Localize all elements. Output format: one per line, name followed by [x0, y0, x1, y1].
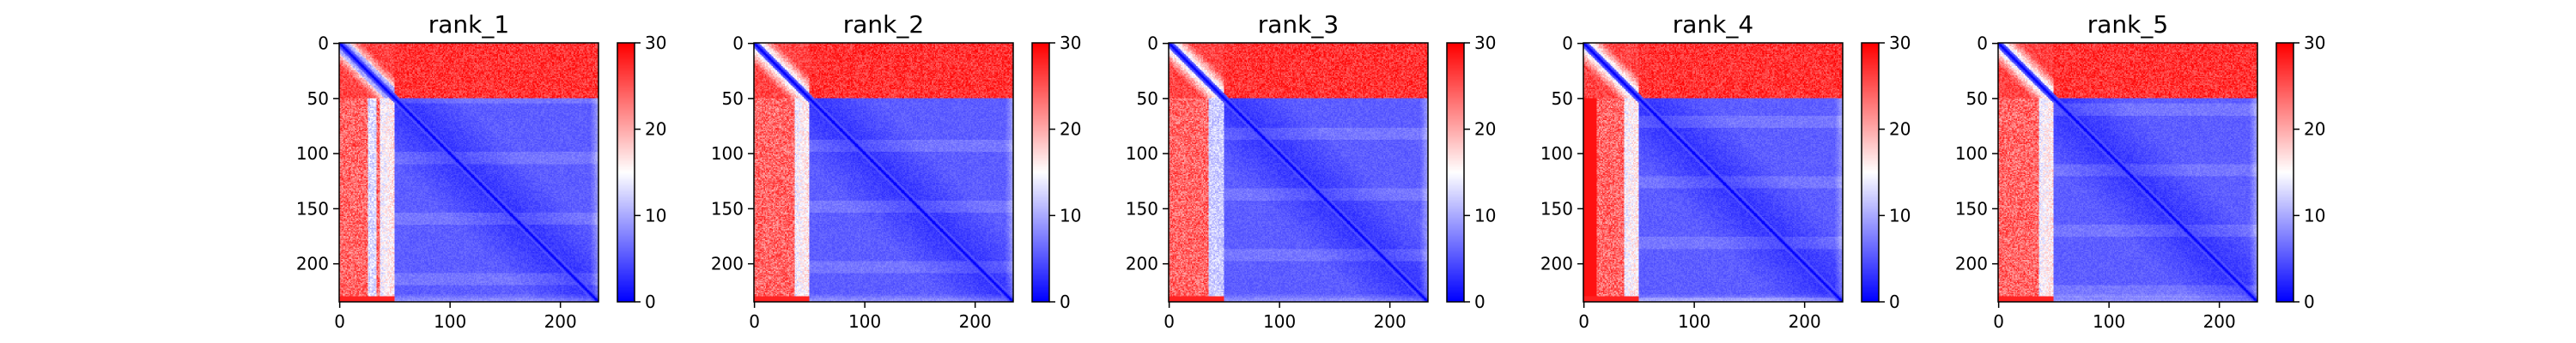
y-tick-label: 100	[711, 143, 744, 164]
colorbar-tick-label: 10	[1060, 205, 1081, 226]
panel-title: rank_1	[428, 10, 509, 39]
y-tick-label: 200	[1126, 254, 1158, 274]
y-tick-label: 200	[1540, 254, 1573, 274]
y-tick-label: 200	[296, 254, 329, 274]
heatmap-panel-4: rank_4 0 50 100 150 200 0 100 200 0 10 20 30	[1540, 10, 1911, 332]
colorbar-tick-label: 10	[645, 205, 666, 226]
colorbar-gradient	[1447, 43, 1464, 302]
y-tick-label: 100	[1126, 143, 1158, 164]
heatmap-image	[754, 43, 1013, 302]
colorbar-tick-label: 30	[1889, 33, 1911, 53]
y-tick-label: 100	[1540, 143, 1573, 164]
axes-frame	[338, 42, 599, 303]
axes-frame	[1997, 42, 2258, 303]
x-tick-label: 100	[1263, 311, 1296, 332]
x-tick-label: 100	[2093, 311, 2125, 332]
y-tick-label: 100	[1955, 143, 1988, 164]
y-tick-label: 100	[296, 143, 329, 164]
x-tick-label: 200	[959, 311, 992, 332]
colorbar-tick-label: 0	[2304, 292, 2315, 312]
x-tick-label: 0	[1578, 311, 1589, 332]
heatmap-panel-5: rank_5 0 50 100 150 200 0 100 200 0 10 20 30	[1955, 10, 2326, 332]
colorbar-tick-label: 10	[1889, 205, 1911, 226]
y-tick-label: 150	[711, 198, 744, 219]
y-tick-label: 50	[1552, 88, 1573, 109]
y-tick-label: 0	[1977, 33, 1988, 54]
colorbar-tick-label: 20	[1060, 119, 1081, 140]
y-tick-label: 50	[1137, 88, 1158, 109]
colorbar-gradient	[617, 43, 635, 302]
y-tick-label: 0	[1562, 33, 1573, 54]
colorbar-tick-label: 30	[1474, 33, 1496, 53]
y-tick-label: 200	[711, 254, 744, 274]
colorbar-tick-label: 30	[645, 33, 666, 53]
x-tick-label: 0	[1163, 311, 1175, 332]
colorbar-tick-label: 0	[1889, 292, 1900, 312]
y-tick-label: 150	[1955, 198, 1988, 219]
axes-frame	[753, 42, 1014, 303]
panel-title: rank_3	[1258, 10, 1339, 39]
colorbar-gradient	[2276, 43, 2293, 302]
colorbar: 0 10 20 30	[1446, 33, 1496, 312]
y-tick-label: 150	[1540, 198, 1573, 219]
colorbar-tick-label: 10	[1474, 205, 1496, 226]
colorbar: 0 10 20 30	[1031, 33, 1081, 312]
axes-frame	[1583, 42, 1844, 303]
axes-frame	[1168, 42, 1429, 303]
heatmap-panel-2: rank_2 0 50 100 150 200 0 100 200 0 10 20 30	[711, 10, 1082, 332]
y-tick-label: 50	[307, 88, 329, 109]
colorbar-gradient	[1032, 43, 1049, 302]
colorbar-frame	[617, 42, 635, 303]
x-tick-label: 200	[544, 311, 577, 332]
colorbar-tick-label: 0	[1060, 292, 1071, 312]
colorbar: 0 10 20 30	[2275, 33, 2325, 312]
y-tick-label: 0	[1147, 33, 1158, 54]
x-tick-label: 100	[1678, 311, 1710, 332]
y-tick-label: 200	[1955, 254, 1988, 274]
colorbar-tick-label: 30	[1060, 33, 1081, 53]
heatmap-image	[339, 43, 598, 302]
colorbar-frame	[2275, 42, 2294, 303]
colorbar-tick-label: 10	[2304, 205, 2325, 226]
colorbar-frame	[1031, 42, 1050, 303]
x-tick-label: 0	[1993, 311, 2004, 332]
colorbar-tick-label: 20	[645, 119, 666, 140]
colorbar-tick-label: 20	[1889, 119, 1911, 140]
colorbar-frame	[1446, 42, 1465, 303]
y-tick-label: 0	[732, 33, 744, 54]
y-tick-label: 0	[318, 33, 329, 54]
x-tick-label: 100	[434, 311, 466, 332]
colorbar-tick-label: 20	[2304, 119, 2325, 140]
colorbar-tick-label: 30	[2304, 33, 2325, 53]
y-tick-label: 50	[1966, 88, 1988, 109]
heatmap-image	[1169, 43, 1428, 302]
y-tick-label: 150	[1126, 198, 1158, 219]
heatmap-panel-3: rank_3 0 50 100 150 200 0 100 200 0 10 20 30	[1126, 10, 1497, 332]
panel-title: rank_2	[843, 10, 924, 39]
x-tick-label: 0	[334, 311, 345, 332]
colorbar-tick-label: 0	[645, 292, 656, 312]
colorbar: 0 10 20 30	[1861, 33, 1911, 312]
y-tick-label: 150	[296, 198, 329, 219]
x-tick-label: 200	[1789, 311, 1821, 332]
colorbar-tick-label: 20	[1474, 119, 1496, 140]
x-tick-label: 100	[848, 311, 881, 332]
colorbar-frame	[1861, 42, 1880, 303]
colorbar-gradient	[1862, 43, 1879, 302]
y-tick-label: 50	[722, 88, 744, 109]
x-tick-label: 200	[2203, 311, 2236, 332]
heatmap-image	[1583, 43, 1843, 302]
heatmap-panel-1: rank_1 0 50 100 150 200 0 100 200 0 10 20 30	[296, 10, 667, 332]
colorbar: 0 10 20 30	[617, 33, 666, 312]
colorbar-tick-label: 0	[1474, 292, 1485, 312]
panel-title: rank_5	[2087, 10, 2168, 39]
x-tick-label: 0	[749, 311, 760, 332]
panel-title: rank_4	[1673, 10, 1753, 39]
x-tick-label: 200	[1374, 311, 1406, 332]
heatmap-image	[1998, 43, 2257, 302]
